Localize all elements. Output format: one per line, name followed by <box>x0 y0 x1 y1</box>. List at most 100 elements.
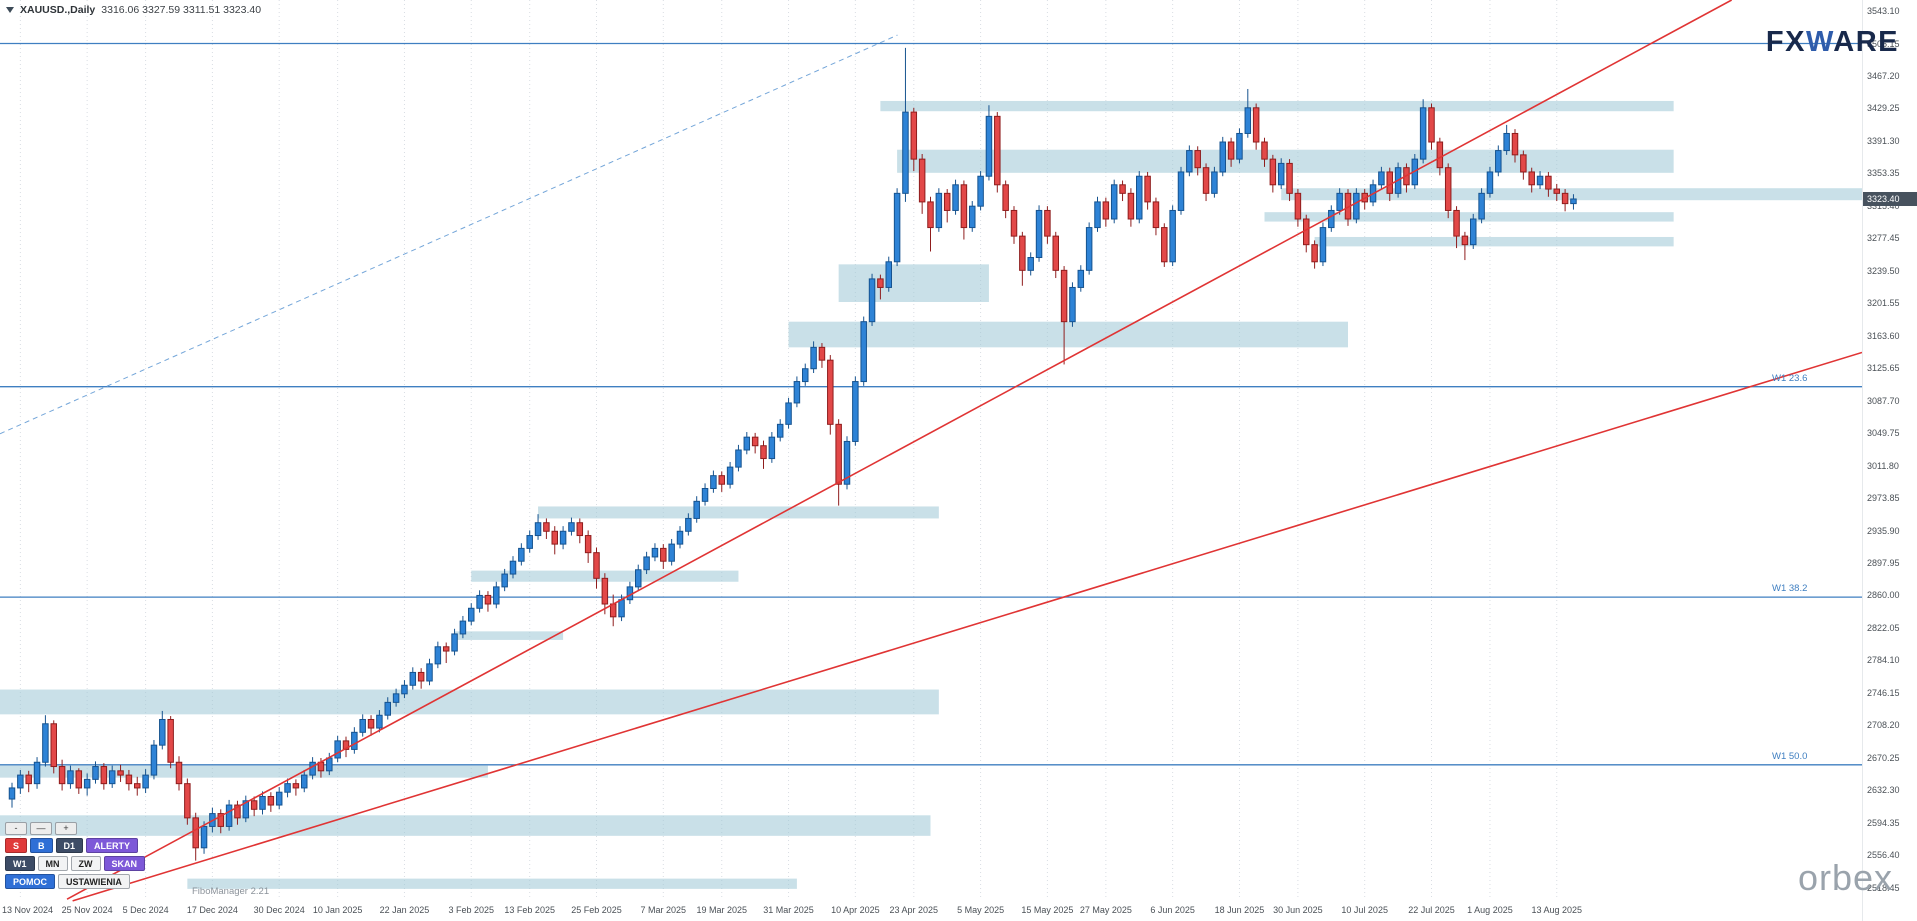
price-axis-label: 2670.25 <box>1867 752 1900 763</box>
bull-candle <box>1503 132 1510 152</box>
bull-candle <box>1319 227 1327 263</box>
bear-candle <box>1202 167 1210 194</box>
symbol-dropdown-icon[interactable] <box>6 7 14 13</box>
date-axis-label: 30 Jun 2025 <box>1273 905 1323 915</box>
bull-candle <box>225 804 233 827</box>
price-axis[interactable]: 3543.10 3505.15 3467.20 3429.25 3391.30 3353.… <box>1862 0 1917 921</box>
bull-candle <box>852 381 859 442</box>
bull-candle <box>1536 175 1544 186</box>
date-axis-label: 15 May 2025 <box>1021 905 1074 915</box>
bull-candle <box>726 466 734 485</box>
button-s[interactable]: S <box>5 838 28 853</box>
bear-candle <box>1386 171 1393 194</box>
bull-candle <box>1069 286 1076 323</box>
bull-candle <box>885 261 892 288</box>
date-axis-label: 17 Dec 2024 <box>186 905 238 915</box>
button-b[interactable]: B <box>30 838 53 853</box>
bull-candle <box>860 321 867 383</box>
bear-candle <box>1545 175 1552 190</box>
price-axis-label: 3277.45 <box>1867 233 1900 244</box>
price-axis-label: 2935.90 <box>1867 525 1900 536</box>
bull-candle <box>459 620 467 635</box>
time-axis[interactable]: 13 Nov 2024 25 Nov 2024 5 Dec 2024 17 Dec 2… <box>0 903 1862 919</box>
bear-candle <box>943 192 951 211</box>
bull-candle <box>259 795 266 810</box>
chart-title-bar: XAUUSD.,Daily 3316.06 3327.59 3311.51 33… <box>6 4 261 16</box>
button-w1[interactable]: W1 <box>5 856 35 871</box>
bull-candle <box>8 787 16 800</box>
price-axis-label: 3239.50 <box>1867 265 1900 276</box>
zoom-button-0[interactable]: - <box>5 822 27 835</box>
bear-candle <box>1286 162 1293 194</box>
bull-candle <box>159 718 166 746</box>
date-axis-label: 3 Feb 2025 <box>448 905 495 915</box>
zoom-button-2[interactable]: + <box>55 822 77 835</box>
bull-candle <box>977 175 984 207</box>
bull-candle <box>534 522 542 537</box>
bull-candle <box>392 693 400 703</box>
date-axis-label: 23 Apr 2025 <box>889 905 939 915</box>
bull-candle <box>334 740 341 759</box>
button-mn[interactable]: MN <box>37 856 68 871</box>
date-axis-label: 30 Dec 2024 <box>253 905 305 915</box>
bull-candle <box>309 761 316 776</box>
zoom-button-1[interactable]: — <box>30 822 52 835</box>
bear-candle <box>877 278 884 288</box>
price-chart[interactable] <box>0 0 1862 921</box>
bear-candle <box>25 774 32 785</box>
bull-candle <box>17 774 24 789</box>
bear-candle <box>918 158 926 203</box>
bull-candle <box>676 530 684 545</box>
symbol-period-label: XAUUSD.,Daily <box>20 4 96 16</box>
price-axis-label: 3049.75 <box>1867 428 1900 439</box>
bull-candle <box>559 530 567 545</box>
bull-candle <box>693 500 700 519</box>
bear-candle <box>818 346 826 361</box>
bear-candle <box>927 201 934 229</box>
bull-candle <box>1077 269 1085 288</box>
bull-candle <box>301 774 308 789</box>
bull-candle <box>284 783 291 793</box>
bear-candle <box>760 445 767 460</box>
supply-demand-zone <box>1314 236 1674 247</box>
bull-candle <box>493 586 500 605</box>
bull-candle <box>1186 150 1193 173</box>
bear-candle <box>1553 188 1560 194</box>
button-d1[interactable]: D1 <box>55 838 84 853</box>
current-price-tag: 3323.40 <box>1863 191 1917 206</box>
bear-candle <box>751 436 759 447</box>
date-axis-label: 7 Mar 2025 <box>640 905 687 915</box>
bull-candle <box>1570 198 1577 205</box>
button-pomoc[interactable]: POMOC <box>5 874 56 889</box>
price-axis-label: 2708.20 <box>1867 720 1900 731</box>
bear-candle <box>576 522 584 537</box>
bull-candle <box>1236 132 1243 160</box>
bull-candle <box>668 543 675 562</box>
bear-candle <box>100 766 108 785</box>
bear-candle <box>292 783 300 789</box>
bear-candle <box>660 547 667 562</box>
bull-candle <box>200 825 208 849</box>
bull-candle <box>1470 218 1477 246</box>
button-zw[interactable]: ZW <box>70 856 101 871</box>
bear-candle <box>442 646 450 652</box>
price-axis-label: 3125.65 <box>1867 363 1900 374</box>
bear-candle <box>1252 107 1260 143</box>
bull-candle <box>275 791 283 806</box>
channel-dashed-line <box>0 34 898 435</box>
date-axis-label: 5 Dec 2024 <box>122 905 169 915</box>
button-ustawienia[interactable]: USTAWIENIA <box>58 874 130 889</box>
button-alerty[interactable]: ALERTY <box>86 838 139 853</box>
bull-candle <box>810 346 817 370</box>
button-skan[interactable]: SKAN <box>103 856 146 871</box>
bull-candle <box>92 766 99 780</box>
bear-candle <box>117 770 124 776</box>
bear-candle <box>167 718 174 763</box>
bull-candle <box>1244 107 1252 134</box>
date-axis-label: 5 May 2025 <box>957 905 1005 915</box>
zoom-button-row: - — + <box>5 822 145 835</box>
bear-candle <box>1428 107 1435 143</box>
bull-candle <box>376 714 383 729</box>
supply-demand-zone <box>1264 212 1674 222</box>
